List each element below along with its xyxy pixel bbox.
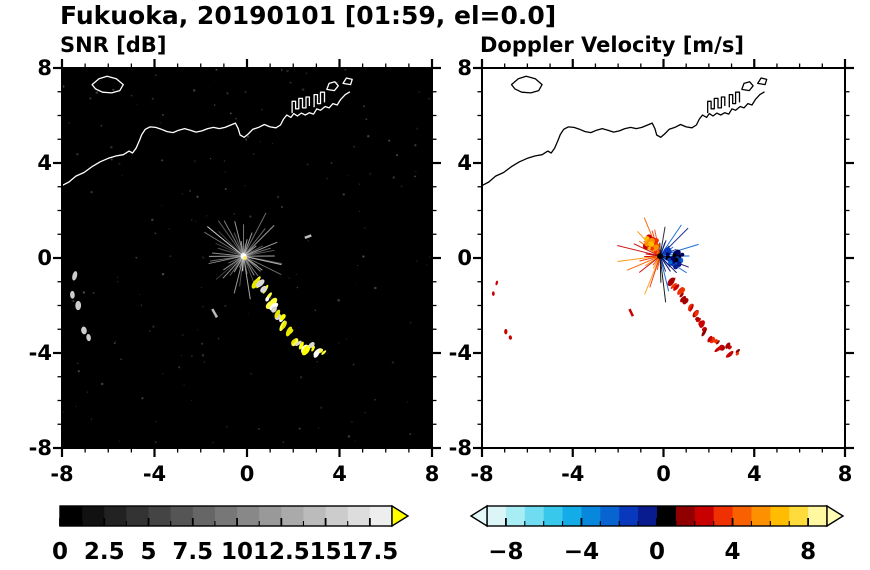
snr-dash-echoes [211, 234, 312, 318]
snr-colorbar-tick-label: 0 [52, 539, 68, 565]
snr-y-tick-label: -8 [29, 436, 52, 460]
velocity-colorbar-tick-label: 4 [725, 539, 741, 565]
snr-y-tick-label: 0 [37, 246, 52, 270]
velocity-y-tick-label: 4 [457, 151, 472, 175]
velocity-colorbar-tick-label: 0 [649, 539, 665, 565]
snr-colorbar-tick-label: 5 [141, 539, 157, 565]
velocity-y-tick-label: 0 [457, 246, 472, 270]
snr-y-tick-label: -4 [29, 341, 52, 365]
snr-x-tick-label: -8 [50, 462, 73, 486]
snr-x-tick-label: 4 [332, 462, 347, 486]
snr-x-tick-label: -4 [143, 462, 166, 486]
snr-colorbar-tick-label: 10 [221, 539, 253, 565]
snr-colorbar: 0 2.5 5 7.5 10 12.5 15 17.5 [52, 504, 410, 565]
velocity-x-tick-label: 4 [747, 462, 762, 486]
snr-colorbar-tick-label: 2.5 [84, 539, 125, 565]
snr-colorbar-tick-label: 7.5 [172, 539, 213, 565]
velocity-panel: -8-8 -4 -4 0 0 4 4 8 8 [449, 56, 854, 486]
snr-axis-ticks [53, 59, 441, 457]
snr-radar-center [240, 253, 247, 260]
velocity-axis-ticks [473, 59, 854, 457]
velocity-colorbar: −8 −4 0 4 8 [469, 504, 845, 565]
velocity-dash-echoes [628, 308, 634, 317]
velocity-x-tick-label: -8 [470, 462, 493, 486]
velocity-colorbar-tick-label: −8 [488, 539, 523, 565]
snr-colorbar-tick-label: 15 [310, 539, 342, 565]
velocity-panel-title: Doppler Velocity [m/s] [480, 33, 744, 57]
snr-x-tick-label: 8 [425, 462, 440, 486]
velocity-toward-cluster [642, 234, 660, 254]
velocity-y-tick-label: -4 [449, 341, 472, 365]
velocity-y-tick-label: 8 [457, 56, 472, 80]
snr-colorbar-over-arrow [391, 504, 410, 528]
velocity-away-cluster [663, 247, 685, 270]
snr-noise [62, 68, 431, 444]
velocity-west-echoes [491, 280, 512, 340]
snr-plot-area [62, 68, 432, 448]
velocity-coastline [482, 75, 768, 187]
velocity-radar-center [657, 253, 664, 260]
snr-panel: -8-8 -4 -4 0 0 4 4 8 8 [29, 56, 441, 486]
snr-coastline [62, 75, 353, 187]
snr-west-echoes [70, 271, 91, 342]
snr-x-tick-label: 0 [240, 462, 255, 486]
velocity-y-tick-label: -8 [449, 436, 472, 460]
velocity-x-tick-label: 8 [838, 462, 853, 486]
velocity-x-tick-label: -4 [561, 462, 584, 486]
velocity-colorbar-over-arrow [826, 504, 845, 528]
velocity-x-tick-label: 0 [656, 462, 671, 486]
snr-colorbar-tick-label: 12.5 [253, 539, 310, 565]
velocity-colorbar-under-arrow [469, 504, 488, 528]
snr-echo-band [251, 276, 327, 358]
snr-y-tick-label: 4 [37, 151, 52, 175]
velocity-colorbar-tick-label: 8 [800, 539, 816, 565]
page-title: Fukuoka, 20190101 [01:59, el=0.0] [60, 1, 557, 30]
snr-colorbar-tick-label: 17.5 [341, 539, 398, 565]
velocity-echo-band [667, 277, 740, 358]
velocity-colorbar-tick-label: −4 [564, 539, 599, 565]
snr-clutter-spokes [204, 212, 283, 300]
snr-panel-title: SNR [dB] [60, 33, 167, 57]
snr-y-tick-label: 8 [37, 56, 52, 80]
